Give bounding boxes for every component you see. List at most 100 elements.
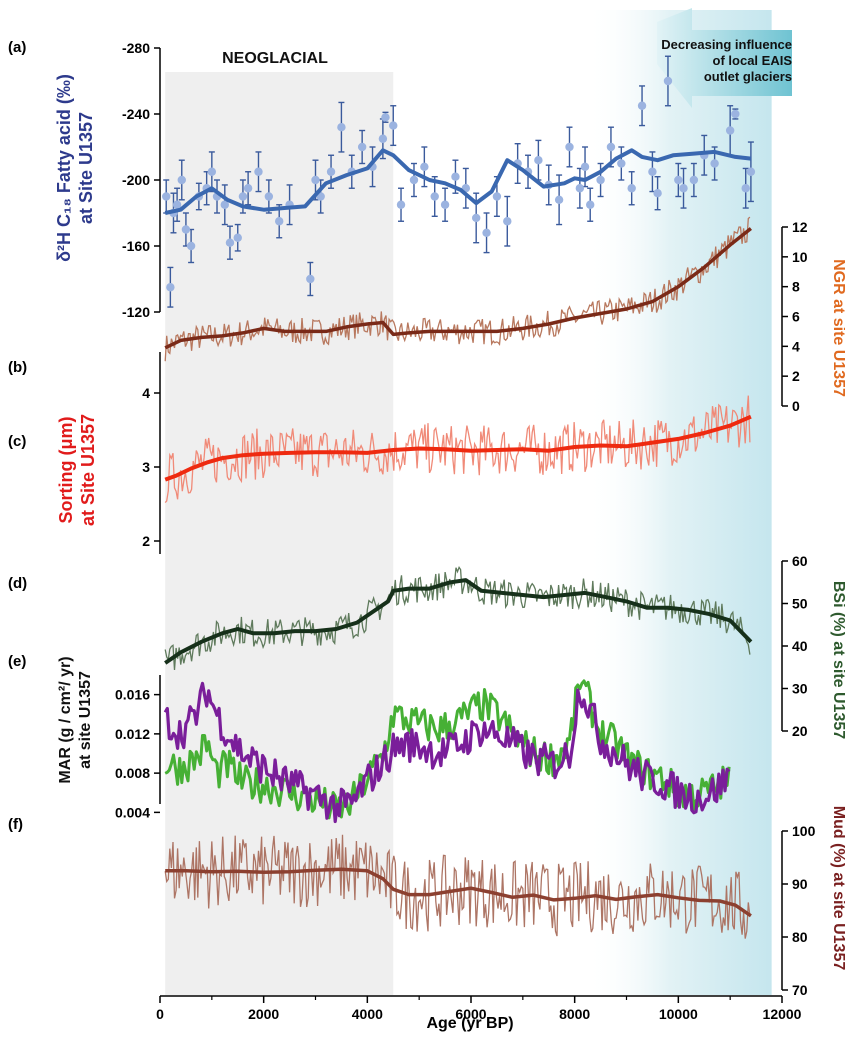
x-axis-title: Age (yr BP) <box>426 1015 513 1032</box>
ylabel-f: Mud (%) at site U1357 <box>830 806 845 971</box>
glacier-note-line-1: Decreasing influence <box>661 37 792 52</box>
ylabel-e-line-1: MAR (g / cm²/ yr) <box>57 656 74 783</box>
dH-point <box>254 167 263 176</box>
y-tick-label-b: 0 <box>792 398 800 414</box>
dH-point <box>420 162 429 171</box>
dH-point <box>264 192 274 201</box>
y-tick-label-d: 60 <box>792 553 808 569</box>
dH-point <box>440 200 450 209</box>
dH-point <box>186 241 196 251</box>
y-tick-label-f: 80 <box>792 929 808 945</box>
y-tick-label-e: 0.008 <box>115 765 150 781</box>
panel-label-e: (e) <box>8 653 26 670</box>
dH-point <box>451 172 460 181</box>
y-tick-label-f: 90 <box>792 876 808 892</box>
dH-point <box>746 167 756 176</box>
y-tick-label-e: 0.012 <box>115 726 150 742</box>
panel-label-d: (d) <box>8 575 27 592</box>
ylabel-c-line-1: Sorting (μm) <box>56 416 76 523</box>
dH-point <box>554 195 564 204</box>
y-tick-label-c: 4 <box>142 385 150 401</box>
y-tick-label-a: -200 <box>122 172 150 188</box>
ylabel-a-line-2: at Site U1357 <box>76 112 96 224</box>
dH-point <box>207 167 217 176</box>
ylabel-a-line-1: δ²H C₁₈ Fatty acid (‰) <box>54 74 74 262</box>
dH-point <box>162 192 171 201</box>
axis-layer: -280 -240 -200 -160 -120 0 2 4 6 8 10 12 2 3 4 20 30 40 50… <box>115 40 816 1022</box>
series-layer <box>162 55 756 939</box>
panel-label-b: (b) <box>8 359 27 376</box>
ylabel-e-line-2: at site U1357 <box>77 671 94 769</box>
dH-point <box>471 213 481 223</box>
ylabel-d: BSi (%) at site U1357 <box>830 581 845 739</box>
dH-point <box>534 156 543 165</box>
dH-point <box>389 121 398 130</box>
background-layer <box>165 8 792 995</box>
mud-raw-line <box>164 834 751 939</box>
y-tick-label-d: 40 <box>792 638 808 654</box>
panel-label-a: (a) <box>8 39 26 56</box>
dH-point <box>326 167 336 176</box>
x-tick-label: 0 <box>156 1006 164 1022</box>
dH-point <box>637 101 647 110</box>
dH-point <box>731 109 740 119</box>
y-tick-label-f: 70 <box>792 982 808 998</box>
dH-smooth-line <box>164 148 752 215</box>
y-tick-label-d: 30 <box>792 681 808 697</box>
y-tick-label-a: -240 <box>122 106 150 122</box>
dH-point <box>503 217 512 226</box>
mar-purple-line <box>163 681 731 824</box>
dH-point <box>596 175 605 185</box>
x-tick-label: 6000 <box>455 1006 486 1022</box>
dH-point <box>430 192 439 201</box>
dH-point <box>679 184 688 193</box>
dH-point <box>663 76 673 86</box>
dH-point <box>238 192 248 201</box>
sorting-smooth-line <box>164 414 752 482</box>
dH-point <box>575 184 585 193</box>
dH-point <box>580 162 590 171</box>
glacier-arrow <box>657 8 792 108</box>
dH-point <box>172 200 182 209</box>
dH-point <box>396 200 406 209</box>
y-tick-label-a: -280 <box>122 40 150 56</box>
dH-point <box>225 238 235 247</box>
dH-point <box>617 159 626 168</box>
y-tick-label-b: 8 <box>792 279 800 295</box>
y-tick-label-d: 50 <box>792 596 808 612</box>
x-tick-label: 2000 <box>248 1006 279 1022</box>
ylabel-b: NGR at site U1357 <box>830 259 845 397</box>
dH-point <box>606 142 616 152</box>
y-tick-label-f: 100 <box>792 823 816 839</box>
y-tick-label-a: -120 <box>122 304 150 320</box>
dH-point <box>357 142 367 152</box>
dH-point <box>243 184 253 193</box>
dH-point <box>409 175 419 185</box>
dH-point <box>492 192 502 201</box>
dH-point <box>674 175 683 185</box>
dH-point <box>565 142 574 152</box>
ngr-raw-line <box>164 216 751 362</box>
y-tick-label-a: -160 <box>122 238 150 254</box>
dH-point <box>741 184 750 193</box>
y-tick-label-b: 2 <box>792 368 800 384</box>
y-tick-label-e: 0.016 <box>115 687 150 703</box>
x-tick-label: 12000 <box>763 1006 802 1022</box>
x-tick-label: 4000 <box>352 1006 383 1022</box>
dH-point <box>306 274 315 284</box>
dH-point <box>725 126 735 135</box>
glacier-note: Decreasing influence of local EAIS outle… <box>661 37 792 84</box>
dH-point <box>220 200 229 209</box>
glacier-note-line-3: outlet glaciers <box>704 69 792 84</box>
neoglacial-label: NEOGLACIAL <box>222 50 328 67</box>
dH-point <box>337 123 346 132</box>
dH-point <box>275 217 284 226</box>
dH-point <box>689 175 699 185</box>
y-tick-label-d: 20 <box>792 723 808 739</box>
dH-point <box>233 233 242 242</box>
y-tick-label-b: 4 <box>792 338 800 354</box>
dH-point <box>381 113 390 122</box>
dH-point <box>177 175 186 185</box>
ylabel-c-line-2: at Site U1357 <box>78 414 98 526</box>
